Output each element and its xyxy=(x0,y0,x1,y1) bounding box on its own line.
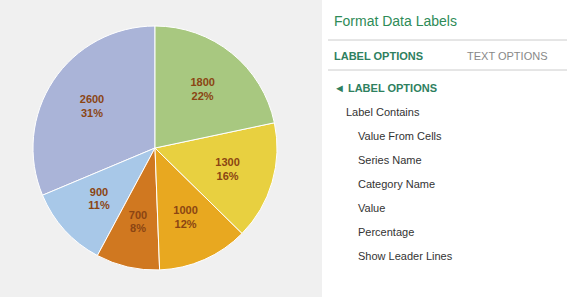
annotation: ◄ LABEL OPTIONS xyxy=(334,82,437,94)
separator xyxy=(328,70,567,71)
panel: Format Data Labels LABEL OPTIONS TEXT OPTI… xyxy=(322,0,573,297)
data-labels: 260031% 90011% 7008% 100012% 130016% 180022% xyxy=(80,76,240,234)
pie xyxy=(33,26,277,270)
annotation: Category Name xyxy=(358,178,435,190)
annotation: Format Data Labels xyxy=(334,13,457,29)
annotation: Show Leader Lines xyxy=(358,250,453,262)
data-label: 100012% xyxy=(173,204,197,229)
annotation: Value xyxy=(358,202,385,214)
data-label: 260031% xyxy=(80,93,104,118)
data-label: 90011% xyxy=(88,186,110,211)
annotation: Percentage xyxy=(358,226,414,238)
background xyxy=(0,0,573,297)
data-label: 180022% xyxy=(190,76,214,101)
annotation: Label Contains xyxy=(346,106,420,118)
annotation: TEXT OPTIONS xyxy=(467,50,547,62)
annotation: Series Name xyxy=(358,154,422,166)
data-label: 7008% xyxy=(129,209,147,234)
separator xyxy=(328,40,567,41)
annotation: Value From Cells xyxy=(358,130,442,142)
chart: 260031% 90011% 7008% 100012% 130016% 180022% F… xyxy=(0,0,573,297)
data-label: 130016% xyxy=(215,156,239,181)
panel-background xyxy=(322,0,573,297)
slice xyxy=(155,26,274,148)
annotation: LABEL OPTIONS xyxy=(334,50,423,62)
